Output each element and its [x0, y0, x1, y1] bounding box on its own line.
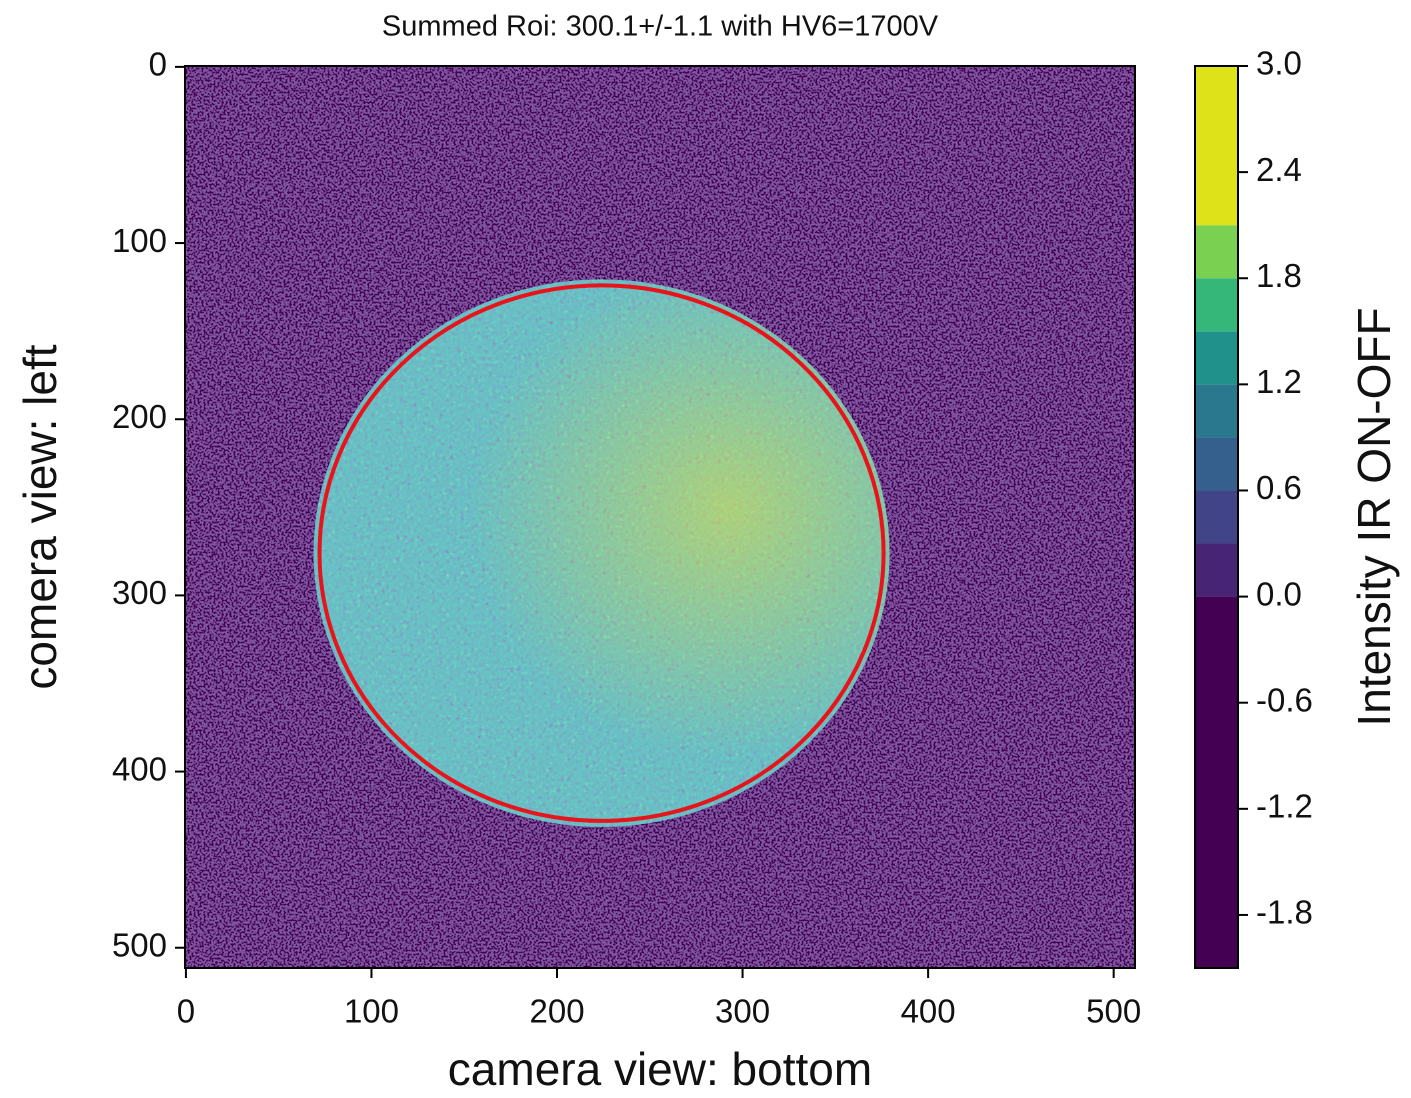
y-tick-label: 400 — [112, 750, 167, 787]
x-tick-label: 400 — [901, 993, 956, 1030]
y-axis-label: comera view: left — [14, 344, 66, 689]
colorbar-band — [1195, 225, 1238, 279]
colorbar-tick-label: -1.2 — [1256, 788, 1313, 825]
colorbar-band — [1195, 490, 1238, 544]
colorbar-band — [1195, 437, 1238, 491]
roi-hotspot — [313, 279, 890, 827]
colorbar-tick-label: 3.0 — [1256, 45, 1302, 82]
chart-title: Summed Roi: 300.1+/-1.1 with HV6=1700V — [382, 11, 939, 43]
colorbar-band — [1195, 66, 1238, 226]
plot-area — [184, 65, 1136, 969]
roi-circle — [317, 283, 886, 823]
x-tick-label: 0 — [177, 993, 195, 1030]
colorbar-tick-label: 0.6 — [1256, 469, 1302, 506]
colorbar-frame — [1194, 65, 1239, 969]
roi-image — [313, 279, 890, 827]
y-tick-label: 200 — [112, 398, 167, 435]
plot-frame — [184, 65, 1136, 969]
y-tick-label: 500 — [112, 926, 167, 963]
colorbar-label: Intensity IR ON-OFF — [1348, 307, 1400, 726]
x-axis-label: camera view: bottom — [448, 1043, 872, 1095]
x-tick-label: 300 — [715, 993, 770, 1030]
x-tick-label: 500 — [1086, 993, 1141, 1030]
colorbar-band — [1195, 596, 1238, 968]
colorbar-tick-label: 0.0 — [1256, 575, 1302, 612]
x-tick-label: 200 — [529, 993, 584, 1030]
colorbar-tick-label: 2.4 — [1256, 151, 1302, 188]
colorbar-tick-label: -1.8 — [1256, 894, 1313, 931]
colorbar-band — [1195, 543, 1238, 597]
y-tick-label: 100 — [112, 222, 167, 259]
colorbar-tick-label: 1.2 — [1256, 363, 1302, 400]
colorbar-tick-label: 1.8 — [1256, 257, 1302, 294]
y-tick-label: 0 — [149, 46, 167, 83]
x-tick-label: 100 — [344, 993, 399, 1030]
colorbar-tick-label: -0.6 — [1256, 681, 1313, 718]
colorbar-band — [1195, 331, 1238, 385]
colorbar-band — [1195, 278, 1238, 332]
y-tick-label: 300 — [112, 574, 167, 611]
colorbar-band — [1195, 384, 1238, 438]
